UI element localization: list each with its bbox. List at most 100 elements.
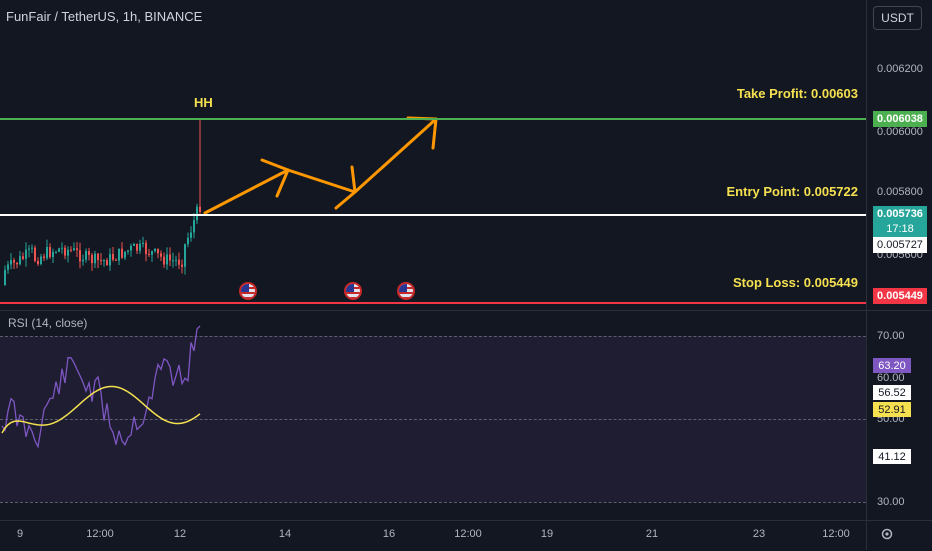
candle-body (193, 220, 195, 233)
candle-body (166, 254, 168, 265)
rsi-tick: 70.00 (877, 330, 905, 342)
stop-loss-label: Stop Loss: 0.005449 (733, 275, 858, 290)
candle-body (64, 247, 66, 256)
candle-body (52, 251, 54, 257)
stop-loss-line[interactable] (0, 302, 866, 304)
candle-body (19, 256, 21, 265)
price-tick: 0.006000 (877, 126, 923, 138)
candle-body (163, 256, 165, 265)
price-chart[interactable] (0, 0, 866, 310)
candle-body (88, 251, 90, 255)
rsi-ma-badge: 52.91 (873, 402, 911, 417)
time-label: 12:00 (86, 528, 114, 540)
candle-body (145, 242, 147, 254)
candle-body (154, 248, 156, 252)
candle-body (79, 250, 81, 262)
candle-body (4, 269, 6, 285)
entry-line[interactable] (0, 214, 866, 216)
candle-body (196, 206, 198, 221)
candle-body (142, 242, 144, 244)
candle-body (121, 248, 123, 258)
rsi-level-badge: 56.52 (873, 385, 911, 400)
candle-body (112, 253, 114, 260)
candle-body (73, 248, 75, 251)
candle-body (160, 253, 162, 257)
candle-body (103, 260, 105, 262)
rsi-middle-line (0, 419, 866, 420)
price-tick: 0.006200 (877, 63, 923, 75)
panel-divider[interactable] (0, 310, 932, 311)
time-label: 12:00 (454, 528, 482, 540)
candle-body (127, 250, 129, 252)
candle-body (133, 244, 135, 246)
candle-body (49, 247, 51, 257)
candle-body (76, 248, 78, 251)
trend-arrow-drawing (203, 116, 438, 215)
candle-body (184, 244, 186, 267)
candle-body (28, 248, 30, 250)
chart-title: FunFair / TetherUS, 1h, BINANCE (6, 9, 203, 24)
currency-button[interactable]: USDT (873, 6, 922, 30)
entry-point-label: Entry Point: 0.005722 (726, 184, 859, 199)
candle-body (157, 248, 159, 254)
candle-body (13, 260, 15, 263)
us-flag-icon[interactable] (397, 282, 415, 300)
candle-body (190, 232, 192, 238)
take-profit-label: Take Profit: 0.00603 (736, 86, 858, 101)
candle-body (175, 259, 177, 261)
candle-body (181, 264, 183, 267)
candle-body (97, 253, 99, 261)
countdown-badge: 17:18 (873, 221, 927, 237)
gear-icon[interactable] (880, 527, 894, 541)
candle-body (40, 256, 42, 265)
rsi-chart[interactable] (0, 310, 866, 520)
candle-body (172, 260, 174, 262)
stop-loss-price-badge: 0.005449 (873, 288, 927, 304)
candle-body (10, 260, 12, 265)
candle-body (169, 254, 171, 261)
candle-body (106, 260, 108, 266)
us-flag-icon[interactable] (344, 282, 362, 300)
candle-body (67, 249, 69, 256)
rsi-lower-line (0, 502, 866, 503)
candle-body (37, 260, 39, 265)
price-tick: 0.005800 (877, 186, 923, 198)
rsi-level-badge: 41.12 (873, 449, 911, 464)
candle-body (136, 244, 138, 251)
time-label: 19 (540, 528, 554, 540)
candle-body (55, 251, 57, 253)
candle-body (124, 251, 126, 258)
candle-body (94, 253, 96, 264)
time-label: 16 (382, 528, 396, 540)
candle-body (22, 256, 24, 259)
candle-body (31, 247, 33, 249)
candle-body (139, 243, 141, 251)
candle-body (187, 237, 189, 245)
rsi-tick: 60.00 (877, 372, 905, 384)
price-axis-divider (866, 0, 867, 550)
candle-body (7, 264, 9, 270)
time-label: 12 (173, 528, 187, 540)
candle-body (58, 248, 60, 252)
candle-body (34, 247, 36, 261)
rsi-value-badge: 63.20 (873, 358, 911, 373)
candle-body (115, 259, 117, 261)
candle-body (82, 259, 84, 262)
time-label: 23 (752, 528, 766, 540)
candle-body (46, 247, 48, 259)
last-price-badge: 0.005736 (873, 206, 927, 222)
hh-label: HH (194, 95, 213, 110)
us-flag-icon[interactable] (239, 282, 257, 300)
take-profit-price-badge: 0.006038 (873, 111, 927, 127)
candle-body (61, 247, 63, 249)
candle-body (148, 253, 150, 255)
candle-body (43, 256, 45, 259)
current-price-badge: 0.005727 (873, 237, 927, 253)
candle-body (85, 251, 87, 260)
time-axis[interactable] (0, 520, 932, 551)
time-label: 21 (645, 528, 659, 540)
candle-body (109, 253, 111, 266)
take-profit-line[interactable] (0, 118, 866, 120)
rsi-tick: 30.00 (877, 496, 905, 508)
time-label: 9 (16, 528, 24, 540)
